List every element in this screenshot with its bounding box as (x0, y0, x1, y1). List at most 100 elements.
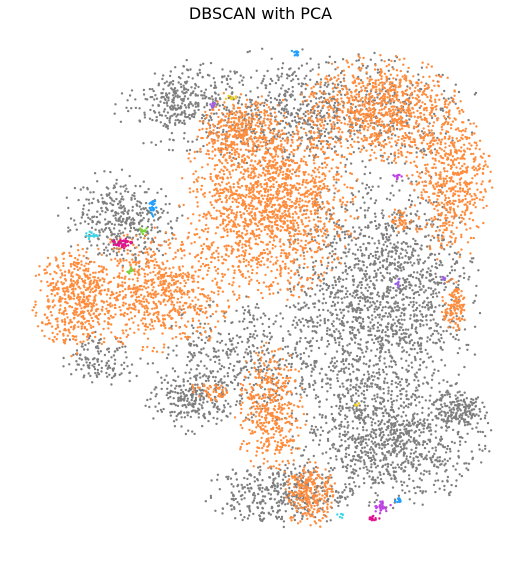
point-noise (415, 314, 419, 317)
point-noise (153, 98, 156, 101)
point-noise (296, 258, 299, 261)
point-noise (340, 256, 343, 260)
point-noise (325, 272, 328, 275)
point-noise (415, 424, 418, 428)
point-noise (113, 112, 116, 115)
point-noise (276, 490, 280, 493)
point-noise (405, 351, 408, 354)
point-noise (128, 222, 132, 226)
point-noise (146, 98, 149, 101)
point-noise (419, 225, 422, 228)
point-noise (199, 63, 202, 67)
point-noise (82, 207, 85, 211)
point-noise (413, 398, 417, 402)
point-noise (183, 86, 186, 90)
point-noise (455, 479, 458, 482)
point-noise (327, 74, 331, 77)
point-noise (363, 461, 366, 464)
point-noise (174, 95, 177, 98)
point-noise (100, 193, 103, 197)
point-noise (427, 423, 430, 426)
point-noise (265, 84, 268, 87)
point-noise (329, 456, 332, 460)
point-noise (75, 228, 79, 231)
point-noise (383, 440, 387, 443)
point-noise (298, 266, 301, 269)
point-noise (427, 450, 431, 453)
point-noise (82, 204, 86, 207)
point-noise (421, 406, 424, 410)
point-noise (378, 359, 381, 362)
point-noise (443, 89, 446, 93)
point-noise (376, 476, 379, 479)
point-noise (111, 199, 114, 202)
point-noise (420, 171, 424, 174)
point-noise (351, 274, 355, 278)
point-noise (340, 84, 343, 88)
point-noise (177, 375, 180, 378)
point-noise (327, 261, 330, 264)
point-noise (350, 239, 353, 242)
point-noise (276, 493, 279, 496)
point-noise (429, 429, 433, 432)
point-noise (365, 183, 369, 187)
point-noise (366, 283, 369, 286)
point-noise (314, 293, 317, 296)
point-noise (325, 101, 329, 105)
point-noise (441, 107, 444, 110)
point-noise (326, 140, 330, 143)
point-noise (132, 226, 136, 230)
point-noise (236, 353, 239, 356)
point-noise (311, 126, 315, 130)
point-noise (285, 374, 289, 378)
point-noise (375, 371, 378, 375)
point-noise (257, 366, 260, 369)
point-noise (443, 488, 446, 492)
point-noise (198, 372, 201, 375)
point-noise (182, 65, 186, 68)
point-noise (233, 387, 236, 391)
point-noise (317, 139, 321, 143)
point-noise (289, 290, 293, 293)
point-noise (248, 320, 251, 324)
point-noise (322, 243, 326, 246)
point-noise (175, 219, 178, 222)
point-noise (437, 332, 440, 335)
point-noise (174, 119, 177, 122)
point-noise (419, 325, 422, 328)
point-noise (154, 94, 157, 97)
point-noise (425, 458, 428, 461)
point-noise (219, 153, 223, 156)
point-noise (381, 338, 384, 341)
point-noise (430, 386, 433, 389)
point-noise (282, 482, 286, 485)
point-noise (252, 491, 256, 495)
point-noise (216, 370, 219, 373)
point-noise (226, 372, 229, 375)
point-noise (435, 292, 438, 295)
point-noise (413, 313, 416, 316)
point-noise (363, 272, 366, 276)
point-noise (327, 318, 330, 322)
point-noise (439, 347, 443, 350)
point-noise (407, 459, 410, 463)
point-noise (348, 354, 351, 357)
point-noise (180, 314, 183, 317)
point-noise (217, 380, 220, 384)
point-noise (374, 433, 377, 436)
point-noise (175, 115, 178, 118)
point-noise (188, 117, 192, 120)
point-noise (434, 322, 437, 325)
point-noise (415, 301, 418, 304)
point-noise (429, 287, 433, 290)
point-noise (387, 451, 390, 454)
point-noise (396, 394, 399, 398)
point-noise (131, 205, 134, 209)
point-noise (219, 341, 222, 344)
point-noise (407, 421, 411, 424)
point-noise (213, 81, 217, 84)
point-noise (272, 383, 275, 386)
point-noise (356, 389, 360, 392)
point-noise (332, 221, 336, 224)
point-noise (466, 348, 469, 351)
